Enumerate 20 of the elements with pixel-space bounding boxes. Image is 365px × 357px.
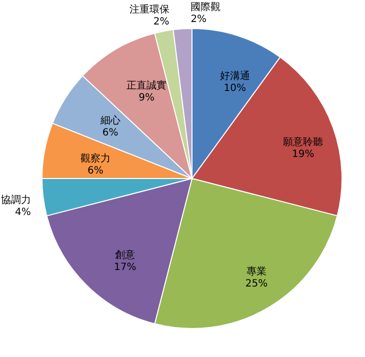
data-label: 2% — [190, 14, 207, 25]
data-label: 4% — [14, 207, 31, 218]
slice-label: 正直誠實 — [126, 80, 167, 92]
slice-label: 細心 — [99, 114, 120, 127]
data-label: 6% — [87, 165, 104, 176]
data-label: 6% — [102, 128, 118, 139]
data-label: 9% — [138, 92, 154, 104]
data-label: 17% — [114, 262, 136, 273]
data-label: 10% — [224, 82, 246, 94]
data-label: 25% — [245, 278, 268, 290]
data-label: 2% — [153, 16, 170, 28]
slice-label: 協調力 — [0, 194, 31, 206]
slice-label: 觀察力 — [80, 152, 110, 164]
slice-label: 願意聆聽 — [283, 136, 324, 148]
data-label: 19% — [292, 148, 314, 160]
slice-label: 注重環保 — [129, 4, 170, 16]
slice-label: 創意 — [115, 248, 136, 261]
slice-label: 好溝通 — [220, 70, 250, 82]
slice-label: 專業 — [246, 265, 266, 278]
slice-label: 國際觀 — [190, 0, 221, 13]
